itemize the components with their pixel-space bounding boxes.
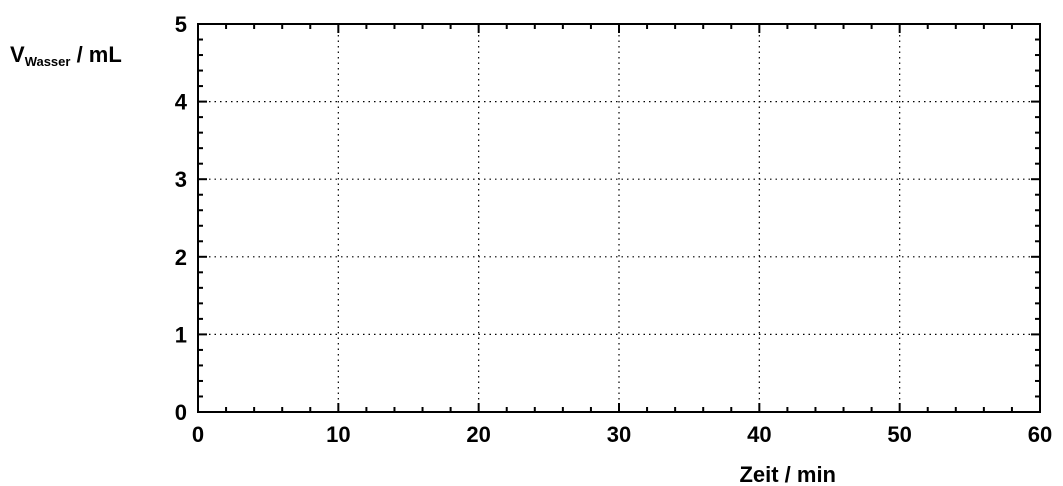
grid-lines — [198, 24, 1040, 412]
y-tick-label: 5 — [175, 12, 187, 37]
x-tick-label: 10 — [326, 422, 350, 447]
tick-marks — [197, 23, 1041, 413]
y-tick-label: 2 — [175, 245, 187, 270]
x-axis-label: Zeit / min — [739, 462, 836, 486]
x-tick-label: 50 — [887, 422, 911, 447]
x-tick-label: 40 — [747, 422, 771, 447]
x-tick-labels: 0 10 20 30 40 50 60 — [192, 422, 1052, 447]
y-axis-label-main: V — [10, 42, 25, 67]
y-tick-label: 0 — [175, 400, 187, 425]
x-tick-label: 60 — [1028, 422, 1052, 447]
y-tick-label: 4 — [175, 90, 188, 115]
plot-frame — [197, 23, 1041, 413]
y-axis-label-subscript: Wasser — [25, 54, 71, 69]
x-tick-label: 20 — [466, 422, 490, 447]
y-tick-label: 1 — [175, 322, 187, 347]
y-tick-label: 3 — [175, 167, 187, 192]
x-tick-label: 30 — [607, 422, 631, 447]
x-tick-label: 0 — [192, 422, 204, 447]
y-tick-labels: 0 1 2 3 4 5 — [175, 12, 188, 425]
y-axis-label-unit: / mL — [70, 42, 121, 67]
y-axis-label: VWasser / mL — [10, 42, 122, 69]
